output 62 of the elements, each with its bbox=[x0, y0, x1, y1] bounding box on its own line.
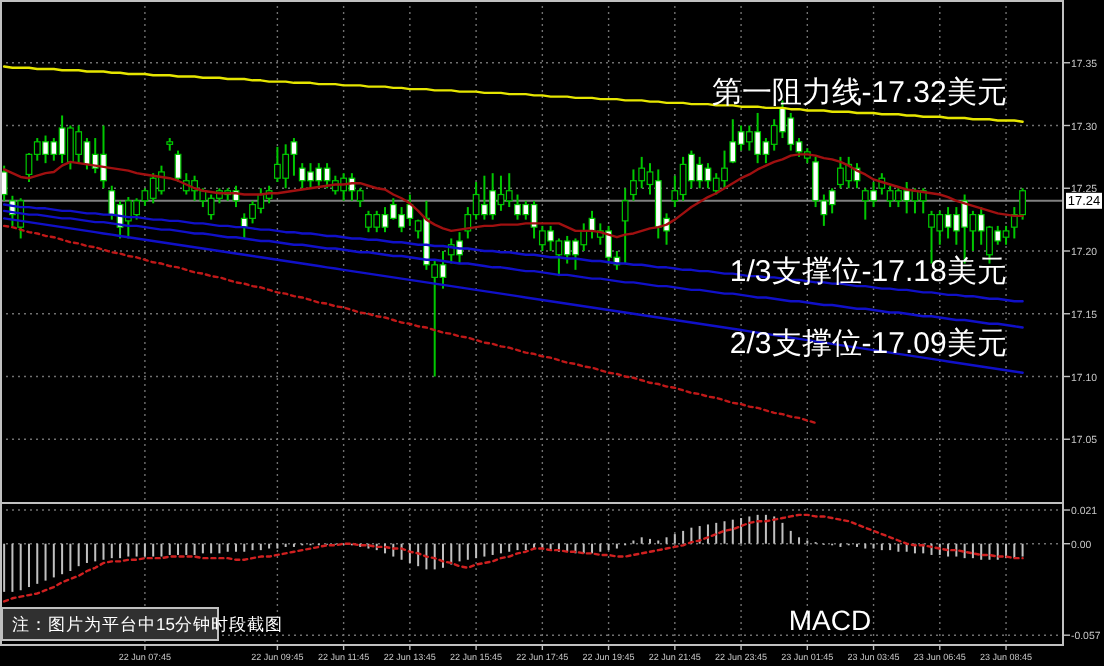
candlestick bbox=[42, 134, 49, 165]
candlestick bbox=[315, 162, 323, 187]
series-label: 第一阻力线-17.32美元 bbox=[711, 75, 1007, 110]
candlestick bbox=[903, 180, 911, 215]
candlestick bbox=[365, 209, 372, 234]
candlestick bbox=[100, 124, 107, 190]
candlestick bbox=[721, 149, 728, 190]
candlestick bbox=[149, 172, 157, 205]
candlestick bbox=[828, 187, 836, 215]
candlestick bbox=[1019, 187, 1026, 221]
candlestick bbox=[66, 124, 74, 171]
candlestick bbox=[497, 174, 505, 212]
candlestick bbox=[679, 155, 687, 202]
candlestick bbox=[1002, 224, 1010, 246]
candlestick bbox=[373, 209, 381, 234]
candlestick bbox=[812, 155, 819, 209]
candlestick bbox=[547, 224, 555, 252]
candlestick bbox=[108, 184, 116, 221]
candlestick bbox=[563, 234, 571, 265]
candlestick bbox=[505, 172, 513, 209]
candlestick bbox=[398, 206, 405, 234]
candlestick bbox=[207, 193, 215, 221]
candlestick bbox=[638, 155, 646, 190]
candlestick bbox=[249, 199, 256, 225]
candlestick bbox=[696, 155, 704, 190]
candlestick bbox=[787, 111, 795, 152]
candlestick bbox=[944, 206, 952, 240]
annotation: MACD bbox=[788, 604, 872, 636]
candlestick bbox=[124, 196, 132, 240]
candlestick bbox=[870, 180, 877, 209]
candlestick bbox=[257, 187, 265, 215]
candlestick bbox=[654, 168, 662, 240]
candlestick bbox=[489, 172, 497, 221]
candlestick bbox=[389, 197, 397, 221]
candlestick bbox=[754, 111, 762, 165]
candlestick bbox=[480, 174, 488, 221]
candlestick bbox=[522, 199, 530, 221]
candlestick bbox=[58, 114, 66, 165]
candlestick bbox=[952, 206, 960, 246]
candlestick bbox=[323, 162, 331, 190]
candlestick bbox=[514, 193, 521, 221]
candlestick bbox=[406, 193, 414, 227]
candlestick bbox=[837, 155, 844, 190]
candlestick bbox=[605, 224, 612, 265]
candlestick bbox=[298, 162, 306, 190]
candlestick bbox=[381, 206, 389, 234]
candlestick bbox=[158, 164, 165, 196]
candlestick bbox=[572, 237, 579, 271]
candlestick bbox=[861, 187, 869, 221]
candlestick bbox=[712, 172, 720, 196]
candlestick bbox=[580, 222, 588, 252]
candlestick bbox=[895, 187, 902, 209]
candlestick bbox=[886, 184, 894, 209]
candlestick bbox=[687, 149, 695, 190]
candlestick bbox=[745, 124, 753, 152]
line-series bbox=[2, 513, 1024, 603]
candlestick bbox=[307, 162, 314, 190]
candlestick bbox=[273, 145, 281, 183]
candlestick bbox=[439, 250, 447, 290]
candlestick bbox=[75, 124, 83, 165]
candlestick bbox=[282, 143, 290, 190]
candlestick bbox=[133, 197, 141, 221]
